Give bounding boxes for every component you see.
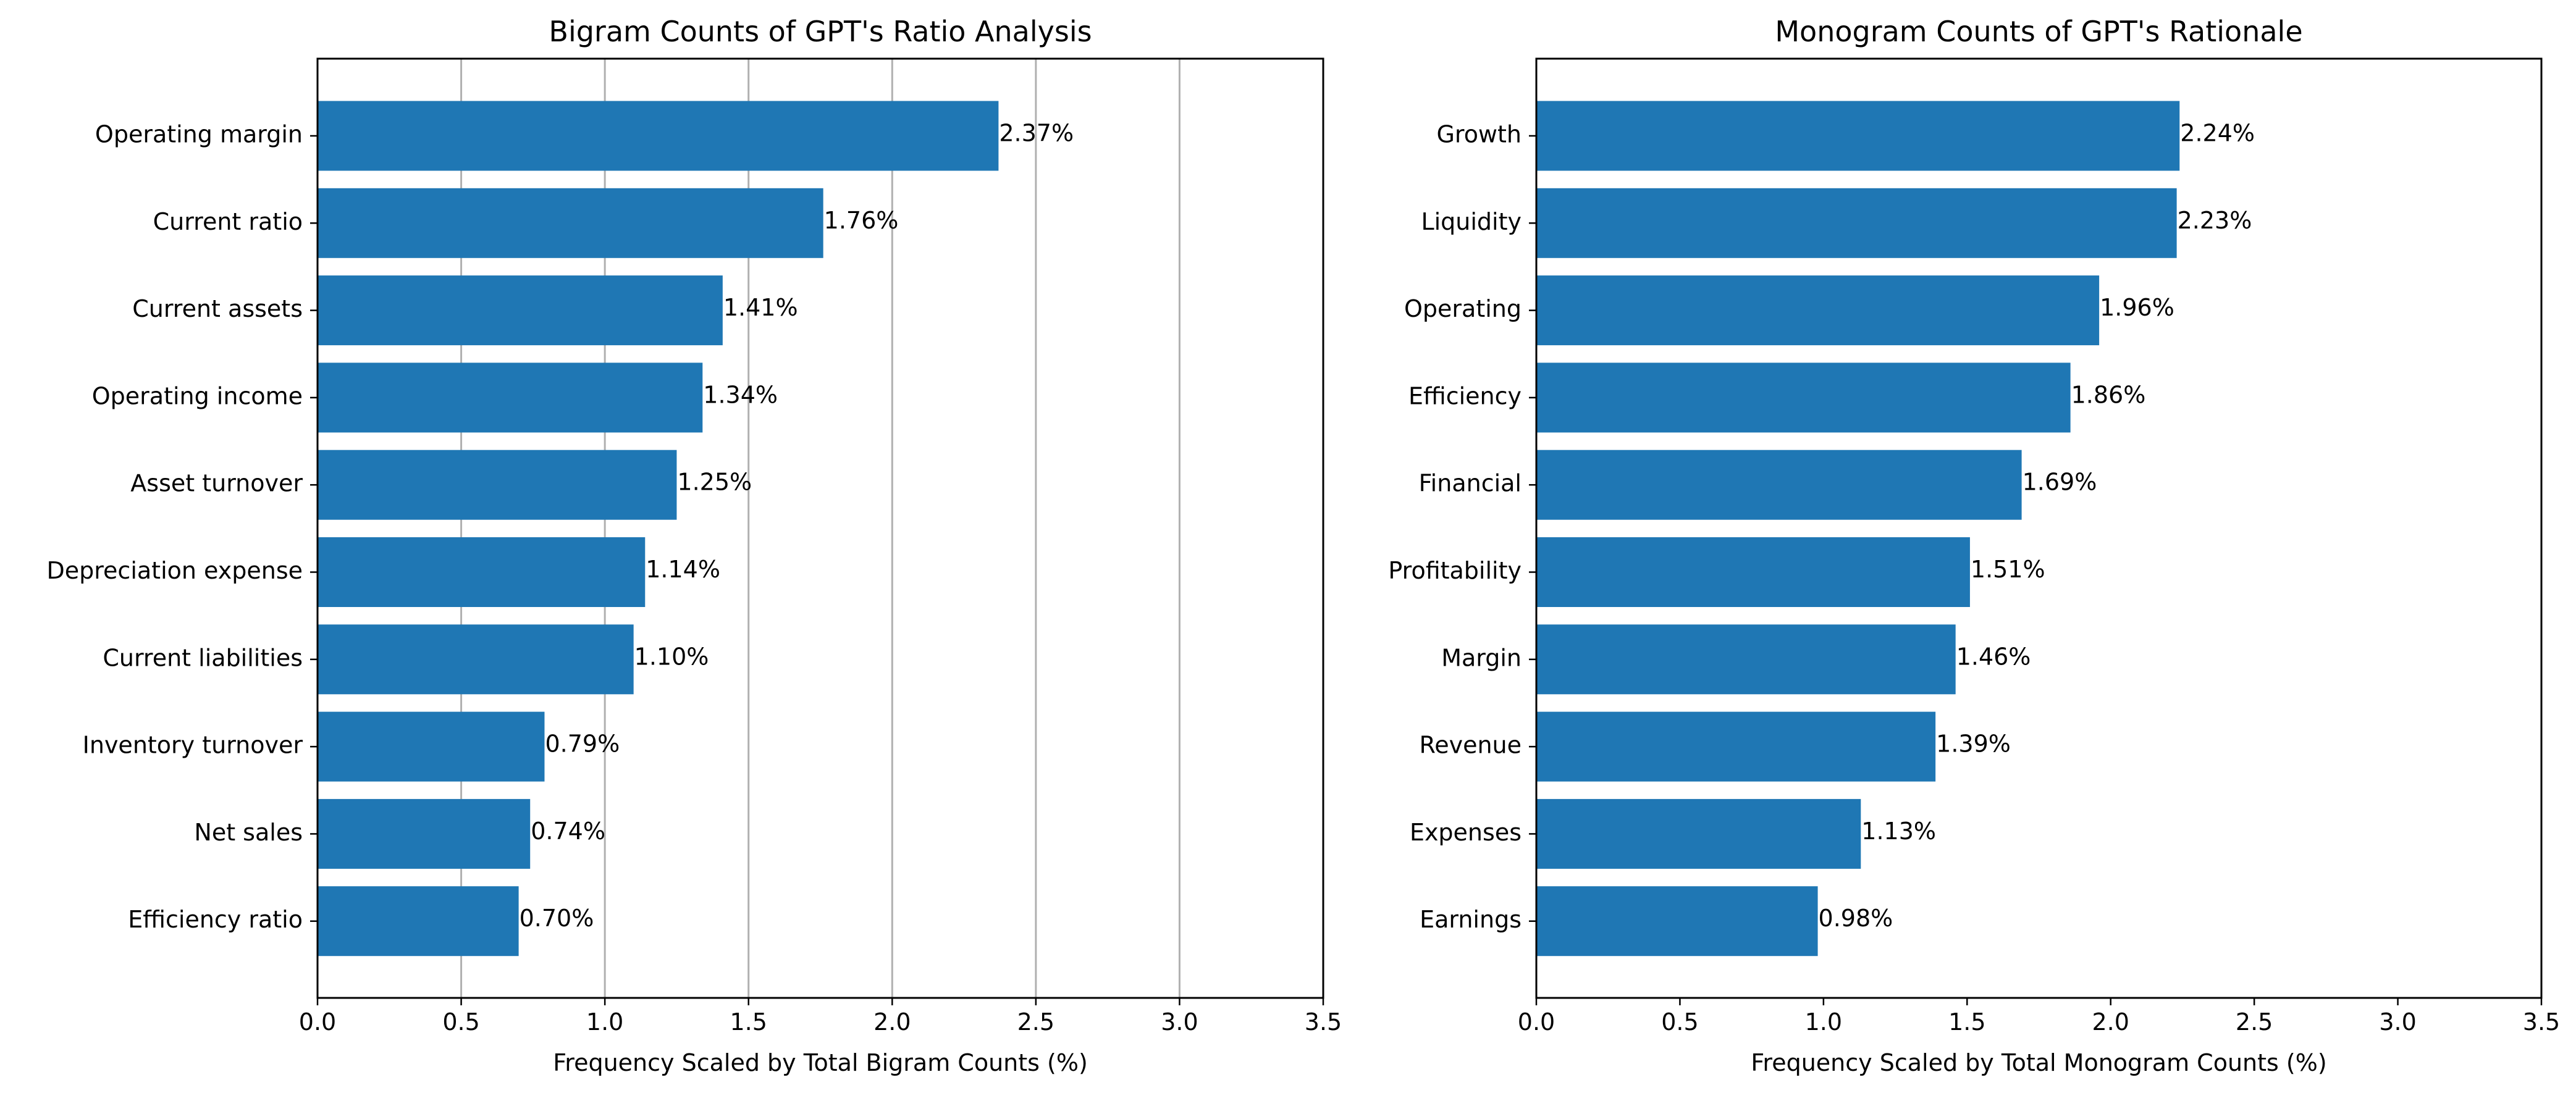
bar xyxy=(318,798,531,869)
y-tick-label: Profitability xyxy=(1388,557,1522,584)
monogram-chart: 2.24% Growth 2.23% Liquidity 1.96% Operating 1… xyxy=(1388,15,2560,1076)
data-label: 1.41% xyxy=(723,294,798,321)
bar xyxy=(318,450,677,520)
x-tick-label: 3.5 xyxy=(2523,1008,2560,1036)
bar xyxy=(1536,275,2100,346)
data-label: 1.96% xyxy=(2100,294,2174,321)
bar xyxy=(318,711,545,782)
data-label: 1.46% xyxy=(1956,643,2031,670)
y-tick-label: Efficiency ratio xyxy=(128,906,303,933)
bar xyxy=(1536,624,1956,695)
x-tick-label: 0.0 xyxy=(1518,1008,1555,1036)
y-tick-label: Operating margin xyxy=(95,121,303,148)
y-tick-label: Operating xyxy=(1404,295,1522,322)
y-tick-label: Asset turnover xyxy=(130,470,303,497)
y-tick-label: Current assets xyxy=(132,295,303,322)
x-tick-label: 0.5 xyxy=(1661,1008,1698,1036)
bar xyxy=(318,624,634,695)
bar xyxy=(1536,450,2022,520)
y-tick-label: Liquidity xyxy=(1421,208,1522,235)
bar xyxy=(1536,886,1818,957)
bar xyxy=(318,275,723,346)
chart-title: Monogram Counts of GPT's Rationale xyxy=(1775,15,2302,48)
axes-frame xyxy=(316,57,1324,999)
y-tick-label: Net sales xyxy=(194,819,303,846)
data-label: 1.14% xyxy=(646,556,720,583)
data-label: 0.70% xyxy=(520,905,594,932)
y-tick-label: Margin xyxy=(1441,644,1522,671)
y-tick-label: Operating income xyxy=(92,382,303,409)
x-tick-label: 1.5 xyxy=(730,1008,767,1036)
x-tick-label: 1.0 xyxy=(1805,1008,1842,1036)
bar xyxy=(1536,537,1970,607)
data-label: 1.10% xyxy=(634,643,709,670)
x-axis-label: Frequency Scaled by Total Bigram Counts … xyxy=(553,1049,1088,1076)
bar xyxy=(1536,188,2177,258)
data-label: 2.24% xyxy=(2180,120,2255,147)
bar xyxy=(318,886,519,957)
data-label: 1.34% xyxy=(703,381,778,408)
y-tick-label: Financial xyxy=(1419,470,1522,497)
y-tick-label: Depreciation expense xyxy=(47,557,303,584)
bar xyxy=(1536,798,1861,869)
bar xyxy=(318,537,646,607)
y-tick-label: Expenses xyxy=(1410,819,1522,846)
x-tick-label: 0.0 xyxy=(299,1008,336,1036)
x-tick-label: 2.5 xyxy=(1017,1008,1054,1036)
data-label: 1.76% xyxy=(824,207,899,234)
bigram-chart: 2.37% Operating margin 1.76% Current ratio 1… xyxy=(47,15,1342,1076)
y-tick-label: Current ratio xyxy=(153,208,303,235)
bar xyxy=(318,188,823,258)
y-tick-label: Current liabilities xyxy=(103,644,303,671)
bar xyxy=(318,362,703,433)
data-label: 2.37% xyxy=(999,120,1074,147)
y-tick-label: Earnings xyxy=(1420,906,1522,933)
x-tick-label: 0.5 xyxy=(442,1008,479,1036)
y-tick-label: Efficiency xyxy=(1408,382,1522,409)
bar xyxy=(318,101,999,171)
chart-title: Bigram Counts of GPT's Ratio Analysis xyxy=(549,15,1092,48)
x-tick-label: 2.0 xyxy=(2092,1008,2129,1036)
x-tick-label: 1.0 xyxy=(586,1008,623,1036)
data-label: 1.13% xyxy=(1861,818,1936,845)
data-label: 1.69% xyxy=(2022,469,2097,496)
x-tick-label: 3.0 xyxy=(2379,1008,2416,1036)
data-label: 1.51% xyxy=(1971,556,2045,583)
x-tick-label: 2.0 xyxy=(873,1008,911,1036)
bar xyxy=(1536,362,2071,433)
y-tick-label: Revenue xyxy=(1420,732,1522,759)
x-tick-label: 2.5 xyxy=(2236,1008,2273,1036)
data-label: 1.86% xyxy=(2071,381,2146,408)
x-axis-label: Frequency Scaled by Total Monogram Count… xyxy=(1751,1049,2326,1076)
y-tick-label: Growth xyxy=(1436,121,1522,148)
data-label: 2.23% xyxy=(2178,207,2252,234)
data-label: 1.25% xyxy=(677,469,752,496)
data-label: 0.79% xyxy=(545,731,620,758)
x-tick-label: 3.0 xyxy=(1161,1008,1198,1036)
data-label: 0.74% xyxy=(531,818,605,845)
data-label: 1.39% xyxy=(1936,731,2011,758)
bar xyxy=(1536,711,1936,782)
bar xyxy=(1536,101,2180,171)
x-tick-label: 1.5 xyxy=(1948,1008,1985,1036)
x-tick-label: 3.5 xyxy=(1305,1008,1342,1036)
y-tick-label: Inventory turnover xyxy=(83,732,303,759)
data-label: 0.98% xyxy=(1819,905,1893,932)
axes-frame xyxy=(1535,57,2543,999)
